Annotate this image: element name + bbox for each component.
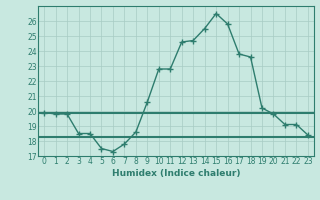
X-axis label: Humidex (Indice chaleur): Humidex (Indice chaleur): [112, 169, 240, 178]
